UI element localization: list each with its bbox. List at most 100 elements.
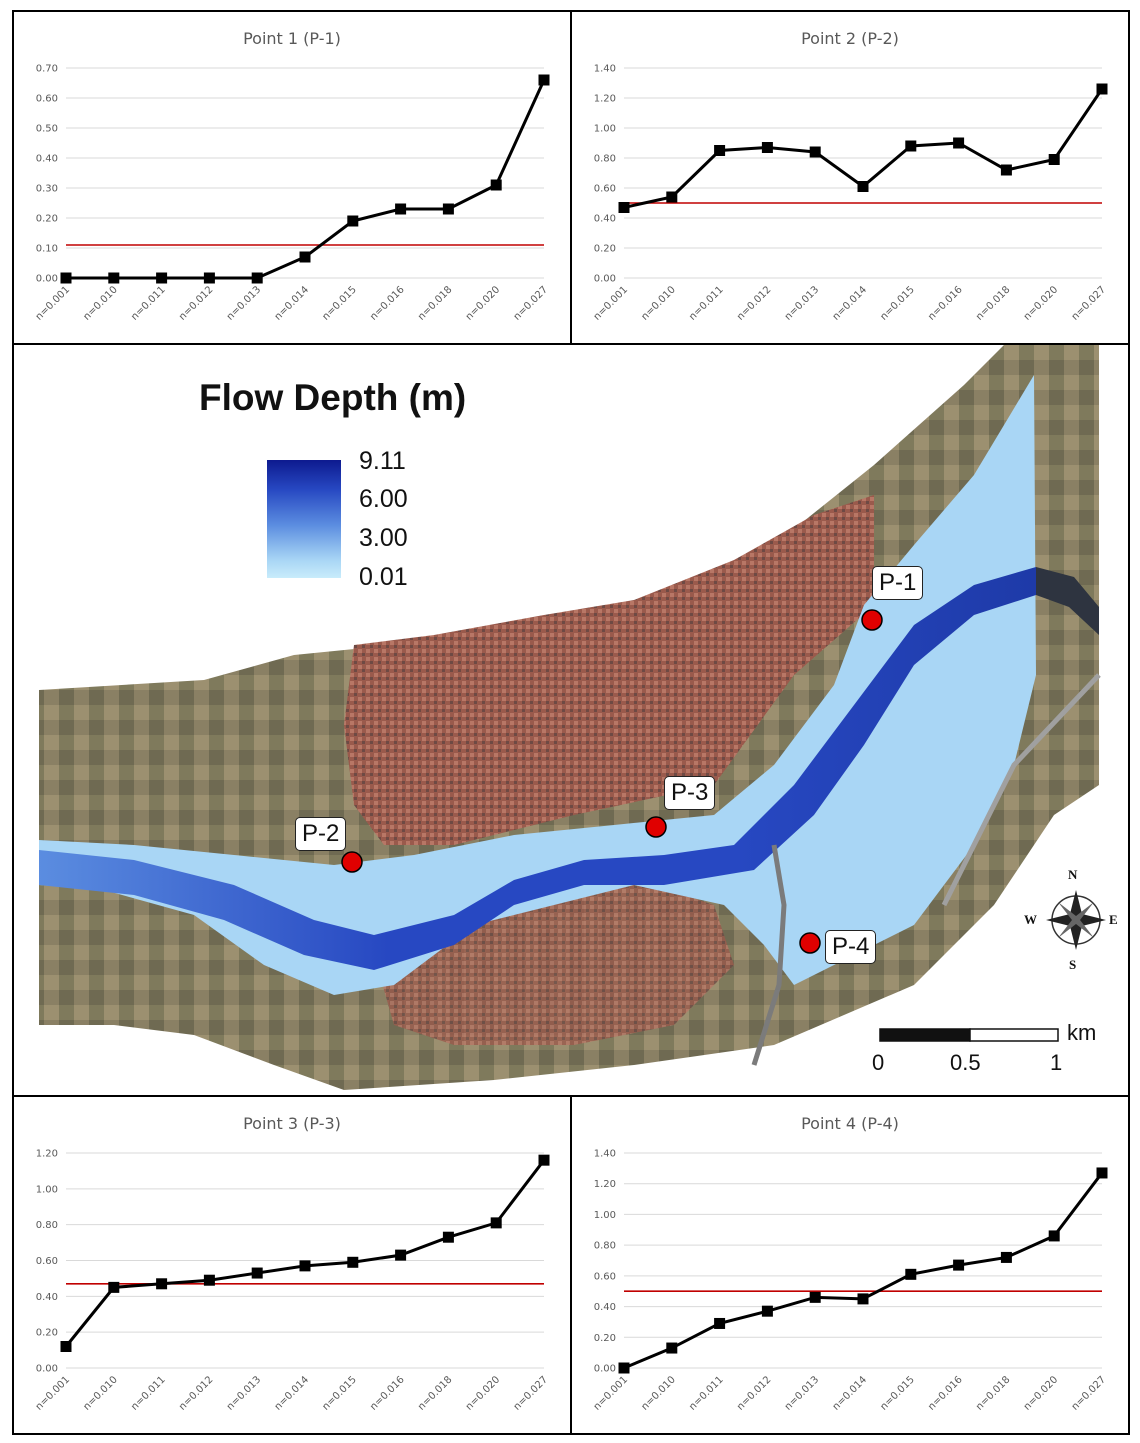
point-marker-p2 bbox=[341, 851, 363, 873]
data-point-marker bbox=[1048, 1230, 1060, 1242]
compass-east-label: E bbox=[1109, 912, 1118, 927]
y-tick-label: 0.20 bbox=[36, 1328, 58, 1339]
compass-south-label: S bbox=[1069, 957, 1077, 972]
y-tick-label: 0.80 bbox=[594, 154, 616, 165]
point-label-p2: P-2 bbox=[295, 817, 347, 851]
y-tick-label: 1.40 bbox=[594, 64, 616, 75]
y-tick-label: 1.20 bbox=[36, 1149, 58, 1160]
x-tick-label: n=0.018 bbox=[416, 1374, 454, 1412]
x-tick-label: n=0.027 bbox=[1070, 1374, 1108, 1412]
data-point-marker bbox=[108, 272, 120, 284]
y-tick-label: 0.80 bbox=[594, 1241, 616, 1252]
data-point-marker bbox=[905, 1268, 917, 1280]
data-point-marker bbox=[299, 1260, 311, 1272]
data-point-marker bbox=[395, 203, 407, 215]
x-tick-label: n=0.015 bbox=[878, 1374, 916, 1412]
x-tick-label: n=0.020 bbox=[1022, 284, 1060, 322]
x-tick-label: n=0.013 bbox=[225, 1374, 263, 1412]
data-point-marker bbox=[809, 146, 821, 158]
compass-north-label: N bbox=[1068, 867, 1078, 882]
point-marker-p3 bbox=[645, 816, 667, 838]
data-point-marker bbox=[442, 203, 454, 215]
data-point-marker bbox=[251, 272, 263, 284]
map-image bbox=[39, 345, 1106, 1090]
flow-depth-map: Flow Depth (m) 9.11 6.00 3.00 0.01 P-1 P… bbox=[12, 343, 1130, 1097]
data-point-marker bbox=[761, 142, 773, 153]
y-tick-label: 0.00 bbox=[594, 1364, 616, 1375]
road bbox=[751, 844, 787, 1066]
x-tick-label: n=0.013 bbox=[783, 284, 821, 322]
chart-panel-p2: Point 2 (P-2) 0.00 0.20 0.40 0.60 0.80 1.00 1.2… bbox=[570, 10, 1130, 345]
x-tick-label: n=0.014 bbox=[831, 284, 869, 322]
chart-panel-p3: Point 3 (P-3) 0.00 0.20 0.40 0.60 0.80 1.00 1.2… bbox=[12, 1095, 572, 1435]
line-chart-p2: Point 2 (P-2) 0.00 0.20 0.40 0.60 0.80 1.00 1.2… bbox=[592, 29, 1108, 323]
y-tick-label: 1.20 bbox=[594, 94, 616, 105]
data-point-marker bbox=[60, 272, 72, 284]
data-point-marker bbox=[905, 140, 917, 152]
x-tick-label: n=0.010 bbox=[639, 1374, 677, 1412]
x-tick-label: n=0.001 bbox=[34, 284, 72, 322]
point-label-p4: P-4 bbox=[825, 930, 877, 964]
data-point-marker bbox=[761, 1305, 773, 1317]
x-tick-label: n=0.018 bbox=[974, 284, 1012, 322]
data-point-marker bbox=[108, 1281, 120, 1293]
legend-value: 6.00 bbox=[359, 485, 408, 513]
data-point-marker bbox=[857, 1293, 869, 1305]
x-tick-label: n=0.010 bbox=[81, 284, 119, 322]
x-tick-label: n=0.010 bbox=[81, 1374, 119, 1412]
y-tick-label: 0.20 bbox=[36, 214, 58, 225]
data-point-marker bbox=[395, 1249, 407, 1261]
data-point-marker bbox=[156, 272, 168, 284]
y-tick-label: 0.00 bbox=[36, 274, 58, 285]
point-label-p3: P-3 bbox=[664, 776, 716, 810]
data-point-marker bbox=[442, 1231, 454, 1243]
x-tick-label: n=0.014 bbox=[273, 1374, 311, 1412]
x-tick-label: n=0.011 bbox=[687, 284, 725, 322]
scale-unit: km bbox=[1067, 1020, 1097, 1045]
data-point-marker bbox=[203, 1274, 215, 1286]
chart-panel-p1: Point 1 (P-1) 0.00 0.10 0.20 0.30 0.40 0.50 0.6… bbox=[12, 10, 572, 345]
scale-bar bbox=[879, 1028, 1059, 1042]
x-tick-label: n=0.001 bbox=[592, 1374, 630, 1412]
chart-title: Point 3 (P-3) bbox=[243, 1114, 341, 1133]
x-tick-label: n=0.012 bbox=[735, 1374, 773, 1412]
data-point-marker bbox=[60, 1341, 72, 1352]
y-tick-label: 0.40 bbox=[36, 1292, 58, 1303]
data-point-marker bbox=[666, 191, 678, 203]
y-tick-label: 1.00 bbox=[594, 1210, 616, 1221]
legend-value-min: 0.01 bbox=[359, 563, 408, 591]
y-tick-label: 0.00 bbox=[594, 274, 616, 285]
data-point-marker bbox=[857, 181, 869, 192]
x-tick-label: n=0.010 bbox=[639, 284, 677, 322]
x-tick-label: n=0.001 bbox=[592, 284, 630, 322]
x-tick-label: n=0.014 bbox=[831, 1374, 869, 1412]
scale-tick: 0 bbox=[872, 1050, 885, 1075]
legend-color-ramp bbox=[267, 460, 341, 578]
y-tick-label: 1.00 bbox=[594, 124, 616, 135]
y-tick-label: 0.70 bbox=[36, 64, 58, 75]
y-tick-label: 0.60 bbox=[594, 1271, 616, 1282]
x-tick-label: n=0.013 bbox=[783, 1374, 821, 1412]
y-tick-label: 0.60 bbox=[594, 184, 616, 195]
x-tick-label: n=0.016 bbox=[926, 1374, 964, 1412]
x-tick-label: n=0.016 bbox=[926, 284, 964, 322]
compass-rose-icon bbox=[1046, 890, 1106, 950]
data-point-marker bbox=[1048, 154, 1060, 165]
data-point-marker bbox=[1096, 83, 1108, 95]
x-tick-label: n=0.020 bbox=[464, 1374, 502, 1412]
chart-title: Point 4 (P-4) bbox=[801, 1114, 899, 1133]
y-tick-label: 0.80 bbox=[36, 1220, 58, 1231]
x-tick-label: n=0.001 bbox=[34, 1374, 72, 1412]
data-point-marker bbox=[299, 251, 311, 263]
x-tick-label: n=0.012 bbox=[735, 284, 773, 322]
x-tick-label: n=0.015 bbox=[320, 1374, 358, 1412]
line-chart-p3: Point 3 (P-3) 0.00 0.20 0.40 0.60 0.80 1.00 1.2… bbox=[34, 1114, 550, 1413]
x-tick-label: n=0.027 bbox=[512, 284, 550, 322]
data-point-marker bbox=[618, 202, 630, 213]
scale-tick: 0.5 bbox=[950, 1050, 981, 1075]
x-tick-label: n=0.011 bbox=[129, 1374, 167, 1412]
data-point-marker bbox=[490, 179, 502, 191]
data-point-marker bbox=[347, 1256, 359, 1268]
line-chart-p1: Point 1 (P-1) 0.00 0.10 0.20 0.30 0.40 0.50 0.6… bbox=[34, 29, 550, 323]
y-tick-label: 0.00 bbox=[36, 1364, 58, 1375]
